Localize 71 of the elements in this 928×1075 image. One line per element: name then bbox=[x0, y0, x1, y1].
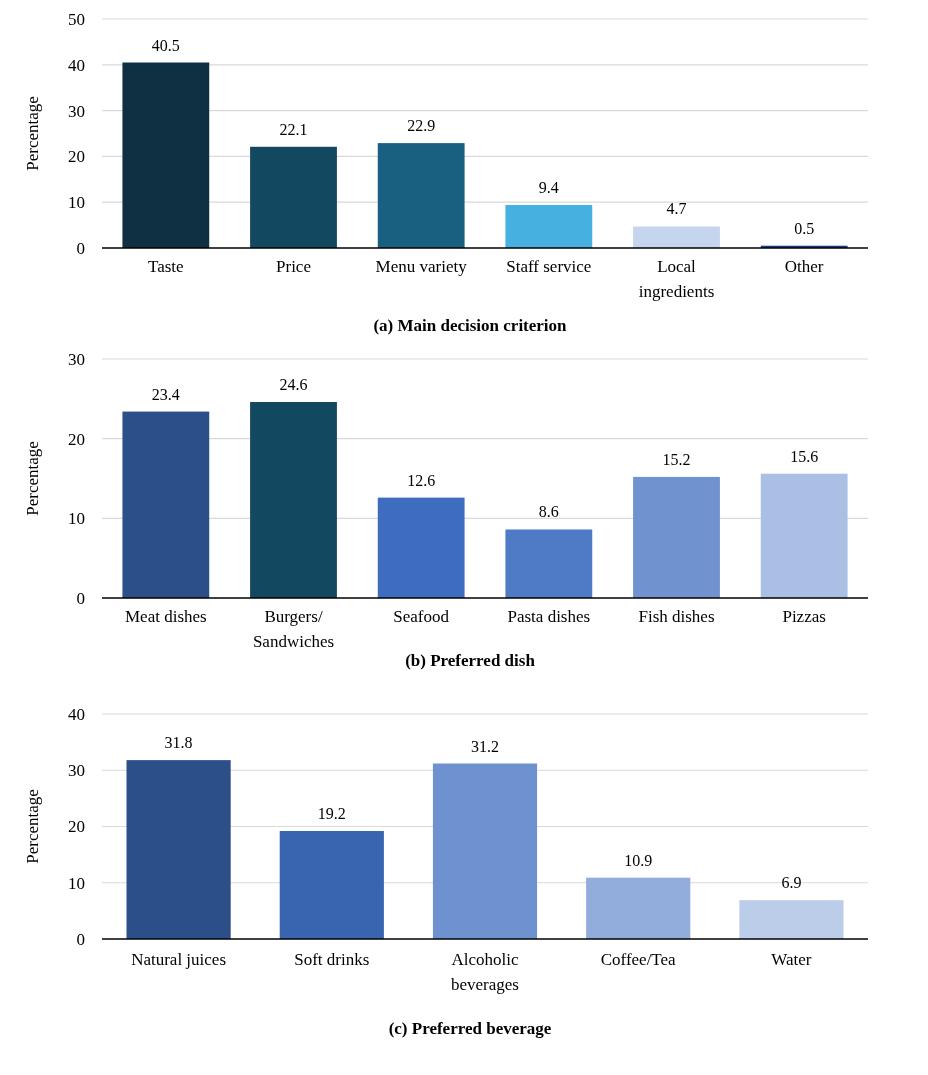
x-tick-label: Local ingredients bbox=[638, 257, 715, 301]
y-tick-label: 30 bbox=[68, 101, 85, 121]
x-tick-label: Seafood bbox=[393, 607, 450, 626]
x-tick-label: Coffee/Tea bbox=[600, 950, 677, 969]
x-tick-label: Fish dishes bbox=[638, 607, 715, 626]
y-tick-label: 40 bbox=[68, 55, 85, 75]
data-label: 12.6 bbox=[407, 471, 436, 489]
y-tick-label: 10 bbox=[68, 873, 85, 893]
bar bbox=[739, 900, 844, 939]
x-tick-label: Alcoholic beverages bbox=[451, 950, 519, 994]
bar bbox=[377, 497, 465, 598]
data-label: 19.2 bbox=[317, 805, 346, 822]
x-tick-label: Menu variety bbox=[375, 257, 468, 276]
x-tick-label: Meat dishes bbox=[124, 607, 207, 626]
bar bbox=[505, 529, 593, 598]
x-tick-label: Burgers/ Sandwiches bbox=[252, 607, 335, 651]
bar bbox=[279, 831, 384, 939]
bar bbox=[126, 760, 231, 939]
data-label: 24.6 bbox=[279, 376, 308, 394]
x-tick-label: Soft drinks bbox=[294, 950, 370, 969]
data-label: 6.9 bbox=[781, 874, 802, 892]
y-axis-title: Percentage bbox=[23, 789, 42, 864]
data-label: 40.5 bbox=[151, 36, 180, 54]
data-label: 10.9 bbox=[624, 851, 653, 869]
y-tick-label: 30 bbox=[68, 349, 85, 369]
text: (a) Main decision criterion bbox=[373, 316, 568, 335]
bar bbox=[122, 411, 210, 598]
x-tick-label: Pizzas bbox=[782, 607, 826, 626]
y-tick-label: 0 bbox=[76, 238, 85, 258]
bar bbox=[760, 473, 848, 598]
bar bbox=[377, 143, 465, 248]
y-tick-label: 20 bbox=[68, 817, 85, 837]
y-tick-label: 40 bbox=[68, 704, 85, 724]
y-tick-label: 50 bbox=[68, 9, 85, 29]
y-axis-title: Percentage bbox=[23, 96, 42, 171]
bar bbox=[432, 763, 538, 939]
x-tick-label: Water bbox=[771, 950, 812, 969]
data-label: 8.6 bbox=[538, 503, 559, 521]
data-label: 22.9 bbox=[407, 117, 436, 135]
data-label: 4.7 bbox=[666, 200, 687, 218]
data-label: 15.6 bbox=[790, 447, 819, 465]
data-label: 0.5 bbox=[794, 219, 815, 237]
data-label: 15.2 bbox=[662, 450, 691, 468]
y-tick-label: 10 bbox=[68, 193, 85, 213]
y-tick-label: 10 bbox=[68, 509, 85, 529]
y-tick-label: 20 bbox=[68, 147, 85, 167]
text: (c) Preferred beverage bbox=[388, 1019, 552, 1038]
data-label: 9.4 bbox=[538, 178, 559, 196]
y-tick-label: 20 bbox=[68, 429, 85, 449]
bar bbox=[250, 146, 337, 248]
y-tick-label: 0 bbox=[76, 588, 85, 608]
x-tick-label: Natural juices bbox=[131, 950, 227, 969]
x-tick-label: Taste bbox=[148, 257, 184, 276]
x-tick-label: Price bbox=[276, 257, 311, 276]
data-label: 31.8 bbox=[164, 734, 193, 752]
data-label: 22.1 bbox=[279, 120, 308, 138]
bar bbox=[633, 476, 720, 598]
data-label: 31.2 bbox=[471, 737, 499, 755]
text: (b) Preferred dish bbox=[405, 651, 536, 670]
bar bbox=[250, 402, 337, 598]
y-tick-label: 30 bbox=[68, 761, 85, 781]
y-tick-label: 0 bbox=[76, 929, 85, 949]
data-label: 23.4 bbox=[151, 385, 180, 403]
y-axis-title: Percentage bbox=[23, 441, 42, 516]
bar bbox=[633, 226, 720, 248]
bar bbox=[505, 204, 593, 248]
x-tick-label: Other bbox=[784, 257, 824, 276]
x-tick-label: Staff service bbox=[506, 257, 592, 276]
bar bbox=[586, 877, 691, 939]
bar bbox=[122, 62, 210, 248]
x-tick-label: Pasta dishes bbox=[507, 607, 591, 626]
